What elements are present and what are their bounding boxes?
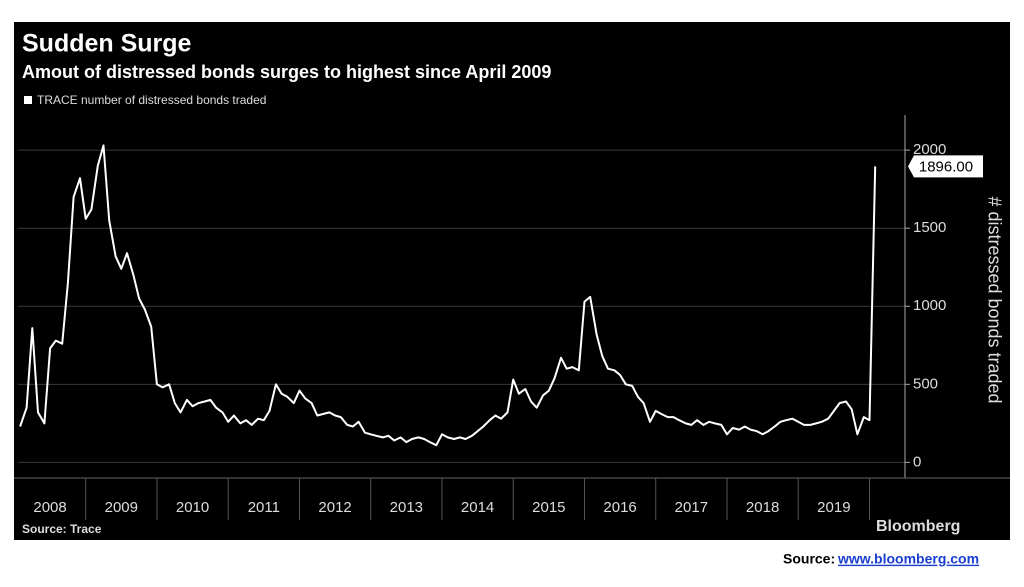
annotation-box (908, 155, 983, 178)
footer-link[interactable]: www.bloomberg.com (837, 551, 979, 567)
y-tick-label: 1000 (913, 297, 946, 314)
y-tick-label: 2000 (913, 141, 946, 158)
brand: Bloomberg (876, 518, 960, 535)
x-tick-label: 2016 (603, 499, 636, 516)
chart-subtitle: Amout of distressed bonds surges to high… (22, 62, 551, 82)
source: Source: Trace (22, 522, 102, 536)
x-tick-label: 2014 (461, 499, 494, 516)
x-tick-label: 2019 (817, 499, 850, 516)
y-tick-label: 0 (913, 453, 921, 470)
x-tick-label: 2008 (33, 499, 66, 516)
x-tick-label: 2010 (176, 499, 209, 516)
footer-label: Source: (783, 551, 835, 567)
x-tick-label: 2009 (105, 499, 138, 516)
legend-label: TRACE number of distressed bonds traded (37, 93, 266, 107)
x-tick-label: 2011 (248, 499, 280, 516)
x-tick-label: 2018 (746, 499, 779, 516)
x-tick-label: 2012 (318, 499, 351, 516)
legend-swatch (24, 96, 32, 104)
annotation-label: 1896.00 (919, 158, 973, 175)
y-tick-label: 1500 (913, 219, 946, 236)
x-tick-label: 2017 (675, 499, 708, 516)
x-tick-label: 2015 (532, 499, 565, 516)
x-tick-label: 2013 (390, 499, 423, 516)
y-axis-label: # distressed bonds traded (984, 196, 1004, 403)
line (19, 144, 877, 447)
panel (14, 22, 1010, 540)
chart-title: Sudden Surge (22, 30, 192, 58)
y-tick-label: 500 (913, 375, 938, 392)
